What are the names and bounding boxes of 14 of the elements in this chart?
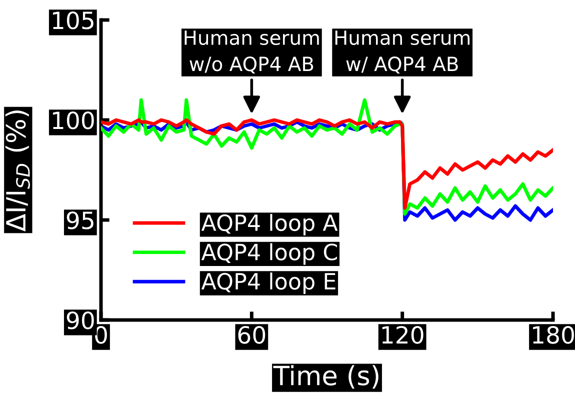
x-tick-label: 120 (382, 326, 424, 344)
legend-label: AQP4 loop C (201, 243, 337, 265)
legend-label: AQP4 loop A (201, 214, 338, 236)
y-tick-label: 105 (52, 11, 94, 30)
y-tick-label: 100 (52, 111, 94, 130)
x-tick-label: 60 (238, 326, 266, 344)
annotation: Human serum w/ AQP4 AB (335, 30, 470, 74)
legend-label: AQP4 loop E (201, 272, 336, 294)
y-tick-label: 95 (66, 211, 94, 230)
x-tick-label: 180 (533, 326, 574, 344)
annotation: Human serum w/o AQP4 AB (184, 30, 319, 74)
y-tick-label: 90 (66, 311, 94, 330)
x-axis-title: Time (s) (273, 365, 378, 389)
y-axis-title: ΔI/I$_{SD}$ (%) (5, 110, 30, 232)
